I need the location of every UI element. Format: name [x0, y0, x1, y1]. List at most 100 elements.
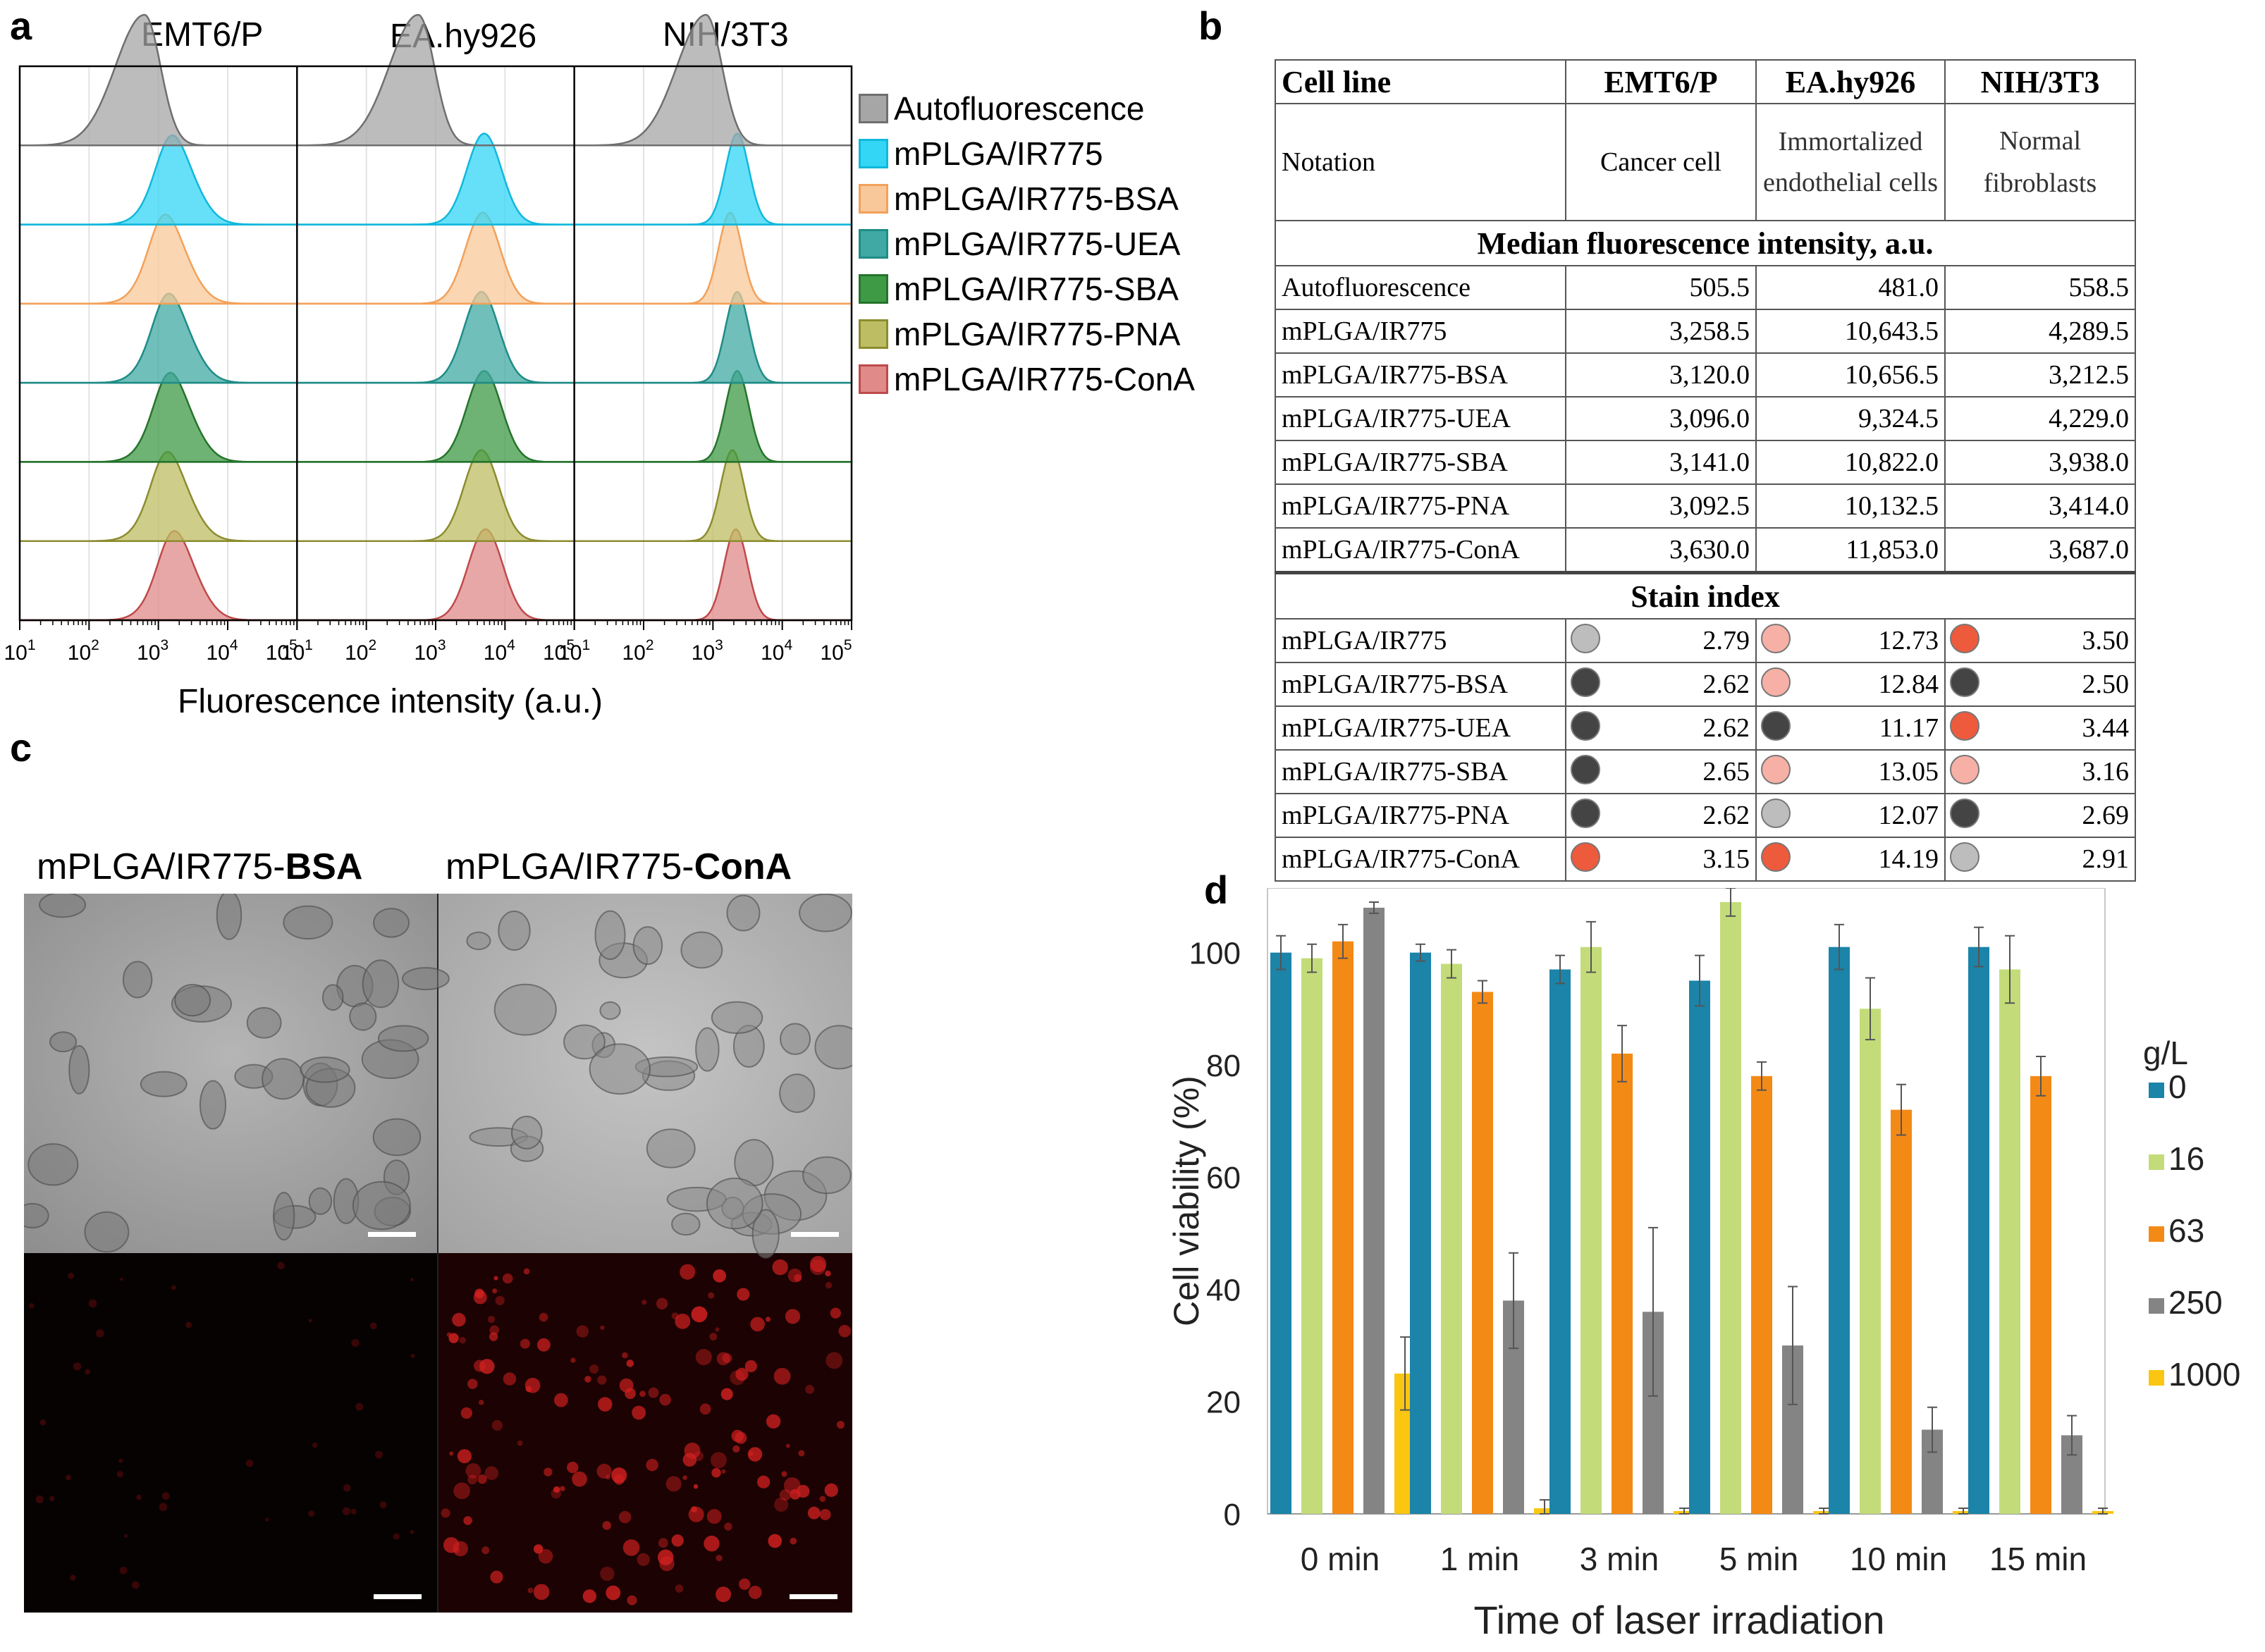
bar — [1829, 947, 1850, 1514]
fluorescent-spot — [819, 1496, 826, 1503]
cell-shape — [646, 1128, 696, 1169]
stain-index-dot — [1571, 624, 1600, 653]
y-tick-label: 40 — [1206, 1273, 1241, 1307]
cell-shape — [814, 1025, 852, 1070]
stain-index-row-name: mPLGA/IR775-ConA — [1275, 837, 1566, 882]
legend-title: g/L — [2143, 1035, 2188, 1071]
fluorescent-spot — [355, 1403, 364, 1411]
x-tick-label: 5 min — [1719, 1541, 1798, 1577]
cell-shape — [589, 1043, 651, 1095]
mfi-value: 10,656.5 — [1755, 352, 1946, 397]
cell-shape — [680, 931, 723, 969]
fluorescent-spot — [553, 1486, 560, 1493]
fluorescent-spot — [622, 1352, 628, 1359]
fluorescent-spot — [735, 1367, 749, 1381]
x-tick-label: 102 — [68, 637, 99, 665]
fluorescent-spot — [598, 1397, 613, 1412]
stain-index-row-name: mPLGA/IR775-BSA — [1275, 662, 1566, 707]
stain-index-value: 3.16 — [1944, 749, 2136, 794]
cell-shape — [779, 1073, 816, 1114]
x-tick-label: 10 min — [1850, 1541, 1947, 1577]
error-bar — [1757, 1061, 1767, 1091]
fluorescent-spot — [68, 1272, 75, 1279]
stain-index-value: 2.62 — [1565, 662, 1757, 707]
cell-shape — [27, 1143, 79, 1186]
legend-swatch — [2149, 1083, 2164, 1098]
stain-index-value: 2.50 — [1944, 662, 2136, 707]
fluorescent-spot — [721, 1469, 726, 1474]
fluorescent-spot — [819, 1508, 831, 1520]
fluorescent-spot — [29, 1302, 35, 1309]
error-bar — [1307, 943, 1317, 973]
panel-label-b: b — [1198, 4, 1223, 48]
fluorescent-spot — [781, 1471, 787, 1477]
mfi-row: mPLGA/IR775-SBA 3,141.0 10,822.0 3,938.0 — [1275, 440, 2136, 485]
mfi-row: mPLGA/IR775-ConA 3,630.0 11,853.0 3,687.0 — [1275, 527, 2136, 574]
histogram-curve — [18, 214, 299, 305]
stain-index-dot — [1761, 624, 1791, 653]
fluorescent-spot — [680, 1264, 696, 1280]
cell-shape — [349, 1002, 377, 1031]
cell-shape — [671, 1212, 701, 1236]
mfi-row-name: mPLGA/IR775-PNA — [1275, 483, 1566, 529]
fluorescent-spot — [597, 1375, 607, 1385]
error-bar — [1369, 901, 1379, 914]
cell-shape — [362, 959, 400, 1009]
bar — [1999, 969, 2020, 1514]
stain-index-value: 12.84 — [1755, 662, 1946, 707]
legend-item: mPLGA/IR775 — [859, 131, 1195, 176]
mfi-value: 3,414.0 — [1944, 483, 2136, 529]
fluorescent-spot — [619, 1378, 634, 1393]
stain-index-dot — [1950, 799, 1979, 828]
fluorescent-spot — [720, 1388, 733, 1400]
fluorescent-spot — [750, 1317, 765, 1332]
notation-emt6: Cancer cell — [1565, 103, 1757, 221]
stain-index-row-name: mPLGA/IR775-UEA — [1275, 705, 1566, 751]
cell-shape — [706, 1177, 763, 1230]
fluorescent-spot — [489, 1332, 498, 1341]
mfi-row-name: mPLGA/IR775 — [1275, 309, 1566, 354]
bar — [1301, 958, 1322, 1514]
fluorescent-spot — [737, 1288, 750, 1301]
cell-shape — [283, 905, 333, 940]
fluorescent-spot — [85, 1369, 91, 1375]
fluorescent-spot — [794, 1274, 802, 1282]
legend-swatch — [2149, 1226, 2164, 1242]
fluorescent-spot — [350, 1508, 357, 1515]
fluorescent-spot — [704, 1535, 720, 1552]
mfi-row: mPLGA/IR775-UEA 3,096.0 9,324.5 4,229.0 — [1275, 396, 2136, 441]
fluorescent-spot — [544, 1467, 553, 1477]
fluorescent-spot — [600, 1566, 615, 1582]
mfi-value: 3,096.0 — [1565, 396, 1757, 441]
fluorescent-spot — [375, 1450, 383, 1459]
fluorescent-spot — [524, 1377, 541, 1393]
mfi-value: 10,643.5 — [1755, 309, 1946, 354]
fluorescent-spot — [708, 1292, 715, 1299]
error-bar — [1958, 1508, 1968, 1515]
stain-index-value: 2.65 — [1565, 749, 1757, 794]
error-bar — [1679, 1508, 1689, 1515]
fluorescent-spot — [682, 1453, 697, 1467]
fluorescent-spot — [460, 1407, 472, 1419]
fluorescent-spot — [73, 1362, 82, 1371]
x-tick-label: 103 — [692, 637, 723, 665]
fluorescent-spot — [722, 1353, 732, 1363]
fluorescent-spot — [622, 1539, 640, 1556]
fluorescent-spot — [639, 1391, 646, 1398]
x-tick-label: 3 min — [1580, 1541, 1659, 1577]
fluorescent-spot — [465, 1463, 481, 1479]
error-bar — [1400, 1336, 1410, 1411]
fluorescent-spot — [453, 1541, 468, 1557]
fluorescent-spot — [830, 1307, 841, 1319]
header-eahy926: EA.hy926 — [1755, 59, 1946, 104]
mfi-section-title: Median fluorescence intensity, a.u. — [1275, 220, 2136, 266]
panel-label-c: c — [10, 725, 32, 770]
fluorescent-spot — [627, 1595, 637, 1605]
cell-shape — [273, 1192, 295, 1241]
legend-label: 1000 — [2168, 1356, 2240, 1393]
notation-eahy926: Immortalized endothelial cells — [1755, 103, 1946, 221]
fluorescent-spot — [805, 1384, 814, 1394]
fluorescent-spot — [161, 1492, 170, 1500]
stain-index-row: mPLGA/IR775 2.79 12.73 3.50 — [1275, 618, 2136, 663]
error-bar — [1540, 1499, 1549, 1515]
